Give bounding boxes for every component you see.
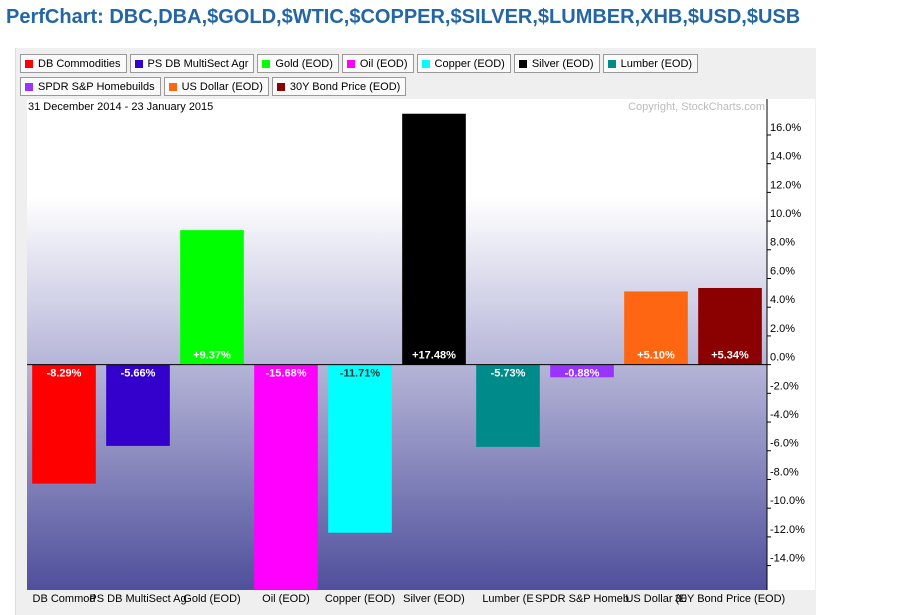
legend-item[interactable]: SPDR S&P Homebuilds (20, 77, 161, 96)
bar (254, 364, 318, 590)
x-tick-label: Copper (EOD) (325, 593, 395, 605)
value-label: +9.37% (193, 350, 231, 362)
legend-item[interactable]: 30Y Bond Price (EOD) (271, 77, 407, 96)
value-label: -15.68% (266, 368, 307, 380)
x-tick-label: DB Commod (33, 593, 96, 605)
bar (698, 287, 762, 365)
legend-item[interactable]: DB Commodities (20, 54, 127, 73)
x-tick-label: 30Y Bond Price (EOD) (675, 593, 785, 605)
y-tick-label: -8.0% (770, 466, 799, 478)
legend-label: PS DB MultiSect Agr (147, 57, 249, 70)
value-label: -8.29% (47, 368, 82, 380)
bar (180, 230, 244, 365)
legend-swatch (607, 59, 616, 68)
y-tick-label: 0.0% (770, 352, 795, 364)
y-tick-label: -4.0% (770, 409, 799, 421)
value-label: +5.10% (637, 350, 675, 362)
legend-label: US Dollar (EOD) (181, 80, 263, 93)
bar (624, 291, 688, 365)
legend-label: SPDR S&P Homebuilds (38, 80, 155, 93)
y-tick-label: 16.0% (770, 122, 801, 134)
y-tick-label: 6.0% (770, 265, 795, 277)
value-label: +5.34% (711, 350, 749, 362)
bar (402, 113, 466, 365)
y-tick-label: 8.0% (770, 237, 795, 249)
page-title: PerfChart: DBC,DBA,$GOLD,$WTIC,$COPPER,$… (6, 6, 801, 28)
x-tick-label: Silver (EOD) (403, 593, 465, 605)
axis-area (767, 99, 815, 590)
legend-swatch (168, 82, 177, 91)
y-tick-label: -12.0% (770, 524, 805, 536)
value-label: -5.66% (121, 368, 156, 380)
y-tick-label: -10.0% (770, 495, 805, 507)
y-tick-label: 14.0% (770, 151, 801, 163)
legend-item[interactable]: Lumber (EOD) (602, 54, 699, 73)
legend-item[interactable]: Gold (EOD) (257, 54, 339, 73)
legend-item[interactable]: Oil (EOD) (341, 54, 414, 73)
date-range: 31 December 2014 - 23 January 2015 (28, 101, 213, 113)
value-label: +17.48% (412, 350, 456, 362)
x-tick-label: Oil (EOD) (262, 593, 310, 605)
y-tick-label: -2.0% (770, 380, 799, 392)
legend-item[interactable]: Silver (EOD) (513, 54, 600, 73)
legend-swatch (262, 59, 271, 68)
legend: DB Commodities PS DB MultiSect Agr Gold (E… (20, 54, 710, 96)
legend-swatch (276, 82, 285, 91)
bar (32, 364, 96, 484)
y-tick-label: 12.0% (770, 179, 801, 191)
bar (550, 364, 614, 378)
y-tick-label: -14.0% (770, 553, 805, 565)
x-tick-label: Gold (EOD) (183, 593, 240, 605)
value-label: -11.71% (340, 368, 381, 380)
legend-swatch (421, 59, 430, 68)
bar (106, 364, 170, 446)
legend-label: Lumber (EOD) (620, 57, 693, 70)
copyright: Copyright, StockCharts.com (628, 101, 765, 113)
x-tick-label: US Dollar (E (625, 593, 686, 605)
value-label: -0.88% (565, 368, 600, 380)
legend-swatch (25, 59, 33, 68)
x-tick-label: SPDR S&P Homeb (535, 593, 629, 605)
legend-swatch (25, 82, 33, 91)
legend-item[interactable]: Copper (EOD) (416, 54, 511, 73)
legend-label: Gold (EOD) (275, 57, 333, 70)
legend-swatch (518, 59, 527, 68)
legend-swatch (134, 59, 143, 68)
x-tick-label: PS DB MultiSect Ag (89, 593, 186, 605)
value-label: -5.73% (491, 368, 526, 380)
y-tick-label: 4.0% (770, 294, 795, 306)
legend-label: Silver (EOD) (531, 57, 594, 70)
y-tick-label: 10.0% (770, 208, 801, 220)
legend-swatch (346, 59, 355, 68)
y-tick-label: 2.0% (770, 323, 795, 335)
y-tick-label: -6.0% (770, 438, 799, 450)
legend-label: 30Y Bond Price (EOD) (289, 80, 401, 93)
legend-label: Copper (EOD) (434, 57, 505, 70)
legend-label: Oil (EOD) (359, 57, 408, 70)
bar (476, 364, 540, 447)
x-tick-label: Lumber (E (482, 593, 533, 605)
bar (328, 364, 392, 533)
legend-item[interactable]: PS DB MultiSect Agr (129, 54, 255, 73)
legend-label: DB Commodities (38, 57, 121, 70)
legend-item[interactable]: US Dollar (EOD) (163, 77, 269, 96)
